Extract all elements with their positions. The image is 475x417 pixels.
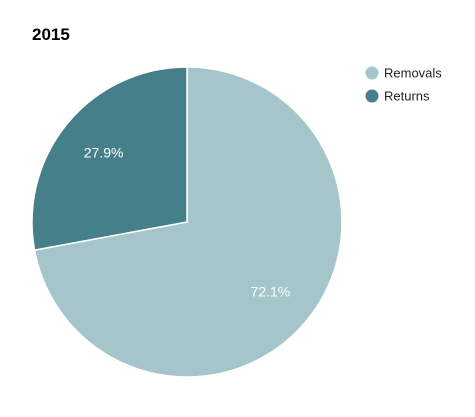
legend-swatch-removals: [365, 66, 379, 80]
slice-label-returns: 27.9%: [84, 145, 124, 161]
pie-slice-returns: [31, 66, 188, 251]
legend-label-removals: Removals: [384, 66, 442, 81]
legend-label-returns: Returns: [384, 89, 430, 104]
slice-label-removals: 72.1%: [251, 283, 291, 299]
legend: Removals Returns: [365, 66, 442, 104]
legend-swatch-returns: [365, 89, 379, 103]
pie-slices: [31, 66, 343, 378]
chart-title: 2015: [32, 25, 70, 44]
pie-slice-removals: [33, 66, 343, 378]
slice-labels: 72.1% 27.9%: [84, 145, 290, 300]
